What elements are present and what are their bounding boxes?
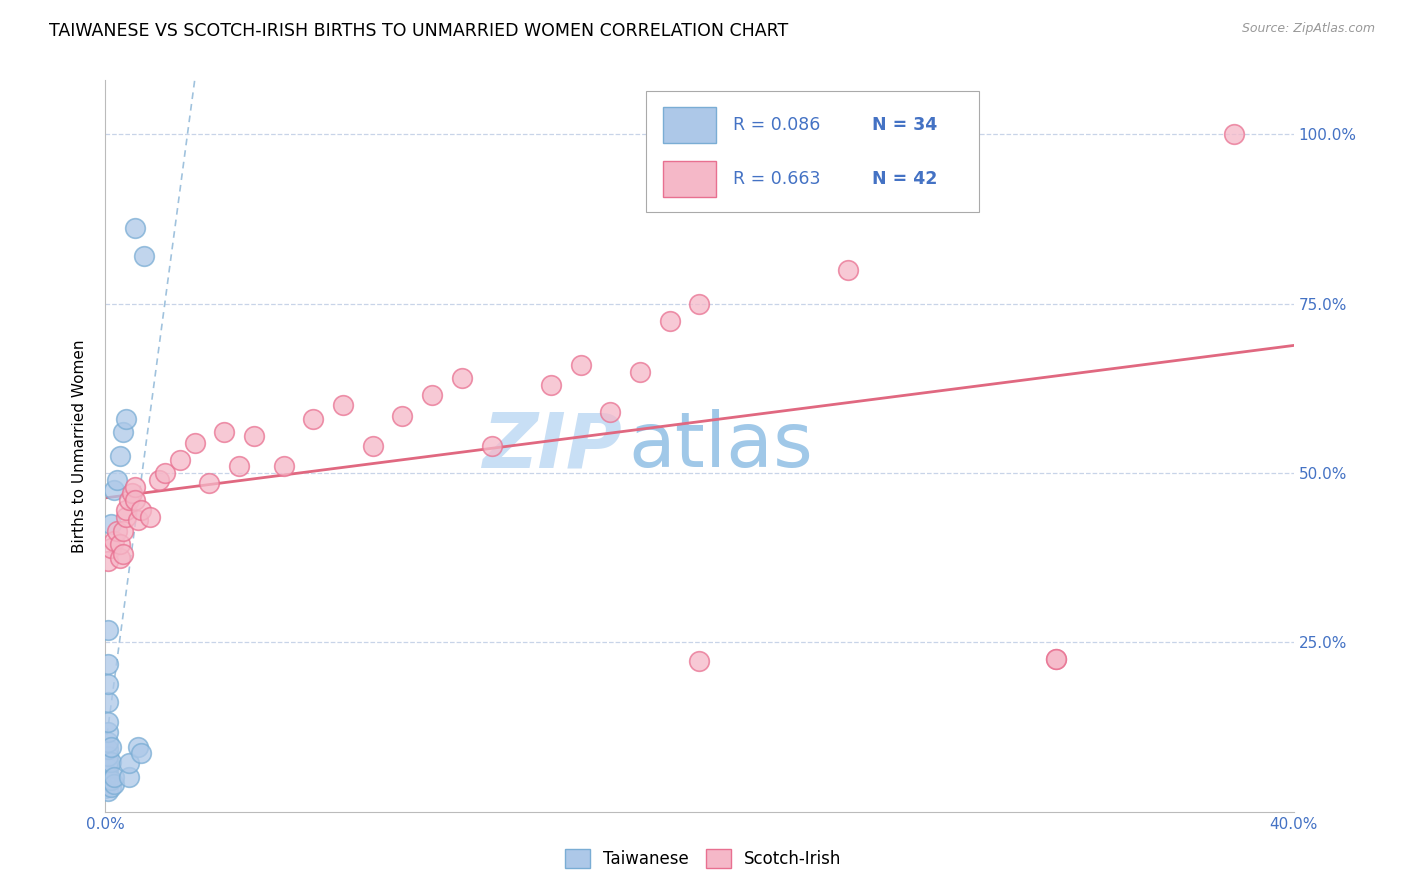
Point [1223,128,1246,142]
Point [127,514,149,528]
Point [243,429,266,443]
Point [689,654,711,668]
Point [569,358,592,372]
Point [127,739,149,754]
Point [103,770,125,784]
Point [97,714,120,729]
Point [121,486,143,500]
Point [97,725,120,739]
Text: ZIP: ZIP [482,409,623,483]
Point [599,405,621,419]
Point [115,503,138,517]
Point [103,777,125,791]
Point [97,554,120,568]
Point [97,742,120,756]
Point [97,677,120,691]
Point [1045,652,1067,666]
Legend: Taiwanese, Scotch-Irish: Taiwanese, Scotch-Irish [558,843,848,875]
Point [105,524,128,538]
Point [97,695,120,709]
Point [100,541,122,555]
Point [153,466,176,480]
Point [97,784,120,798]
Y-axis label: Births to Unmarried Women: Births to Unmarried Women [72,339,87,553]
Point [302,412,325,426]
Point [129,747,152,761]
Point [110,537,132,551]
Point [112,524,135,538]
Point [115,412,138,426]
Point [110,449,132,463]
Point [100,772,122,787]
Point [689,297,711,311]
Point [110,550,132,565]
Point [129,503,152,517]
Point [1045,652,1067,666]
Point [97,624,120,638]
Point [837,263,859,277]
Point [132,249,155,263]
Point [361,439,384,453]
Point [100,516,122,531]
Point [100,780,122,795]
Point [97,761,120,775]
Point [115,510,138,524]
Point [214,425,236,440]
Point [540,378,562,392]
Point [112,425,135,440]
Point [94,780,117,795]
Point [97,756,120,770]
Point [628,364,651,378]
Point [391,409,413,423]
Point [124,480,146,494]
Point [97,657,120,671]
Point [112,547,135,561]
Point [118,770,141,784]
Point [97,772,120,787]
Point [139,510,162,524]
Point [183,435,205,450]
Point [481,439,503,453]
Point [118,493,141,508]
Point [94,774,117,789]
Point [228,459,250,474]
Point [148,473,170,487]
Point [124,493,146,508]
Point [124,221,146,235]
Point [332,398,354,412]
Point [198,476,221,491]
Point [100,739,122,754]
Point [118,756,141,770]
Point [169,452,191,467]
Point [100,756,122,770]
Text: TAIWANESE VS SCOTCH-IRISH BIRTHS TO UNMARRIED WOMEN CORRELATION CHART: TAIWANESE VS SCOTCH-IRISH BIRTHS TO UNMA… [49,22,789,40]
Point [420,388,443,402]
Point [97,749,120,764]
Point [103,483,125,497]
Point [450,371,472,385]
Point [97,766,120,780]
Point [273,459,295,474]
Text: Source: ZipAtlas.com: Source: ZipAtlas.com [1241,22,1375,36]
Point [105,473,128,487]
Point [658,314,681,328]
Text: atlas: atlas [628,409,813,483]
Point [103,533,125,548]
Point [97,735,120,749]
